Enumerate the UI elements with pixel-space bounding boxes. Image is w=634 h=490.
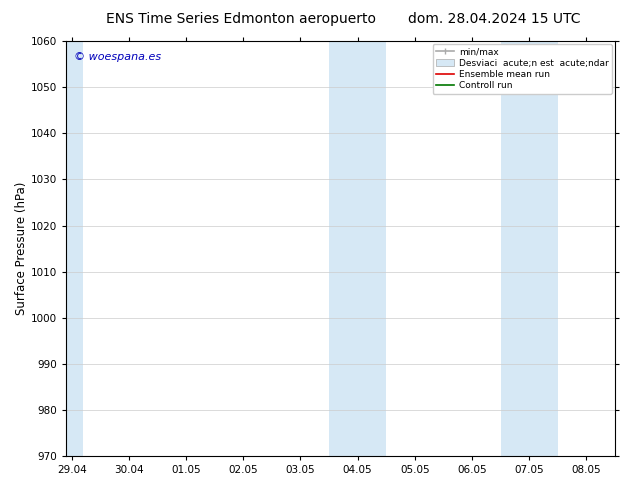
Text: dom. 28.04.2024 15 UTC: dom. 28.04.2024 15 UTC xyxy=(408,12,581,26)
Bar xyxy=(66,41,83,456)
Bar xyxy=(329,41,386,456)
Text: ENS Time Series Edmonton aeropuerto: ENS Time Series Edmonton aeropuerto xyxy=(106,12,376,26)
Legend: min/max, Desviaci  acute;n est  acute;ndar, Ensemble mean run, Controll run: min/max, Desviaci acute;n est acute;ndar… xyxy=(432,44,612,94)
Bar xyxy=(500,41,558,456)
Y-axis label: Surface Pressure (hPa): Surface Pressure (hPa) xyxy=(15,182,28,315)
Text: © woespana.es: © woespana.es xyxy=(74,51,162,62)
